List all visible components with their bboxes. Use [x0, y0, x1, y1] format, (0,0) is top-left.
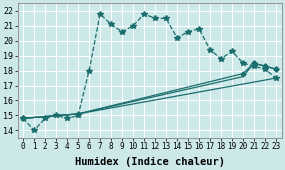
X-axis label: Humidex (Indice chaleur): Humidex (Indice chaleur): [75, 157, 225, 167]
